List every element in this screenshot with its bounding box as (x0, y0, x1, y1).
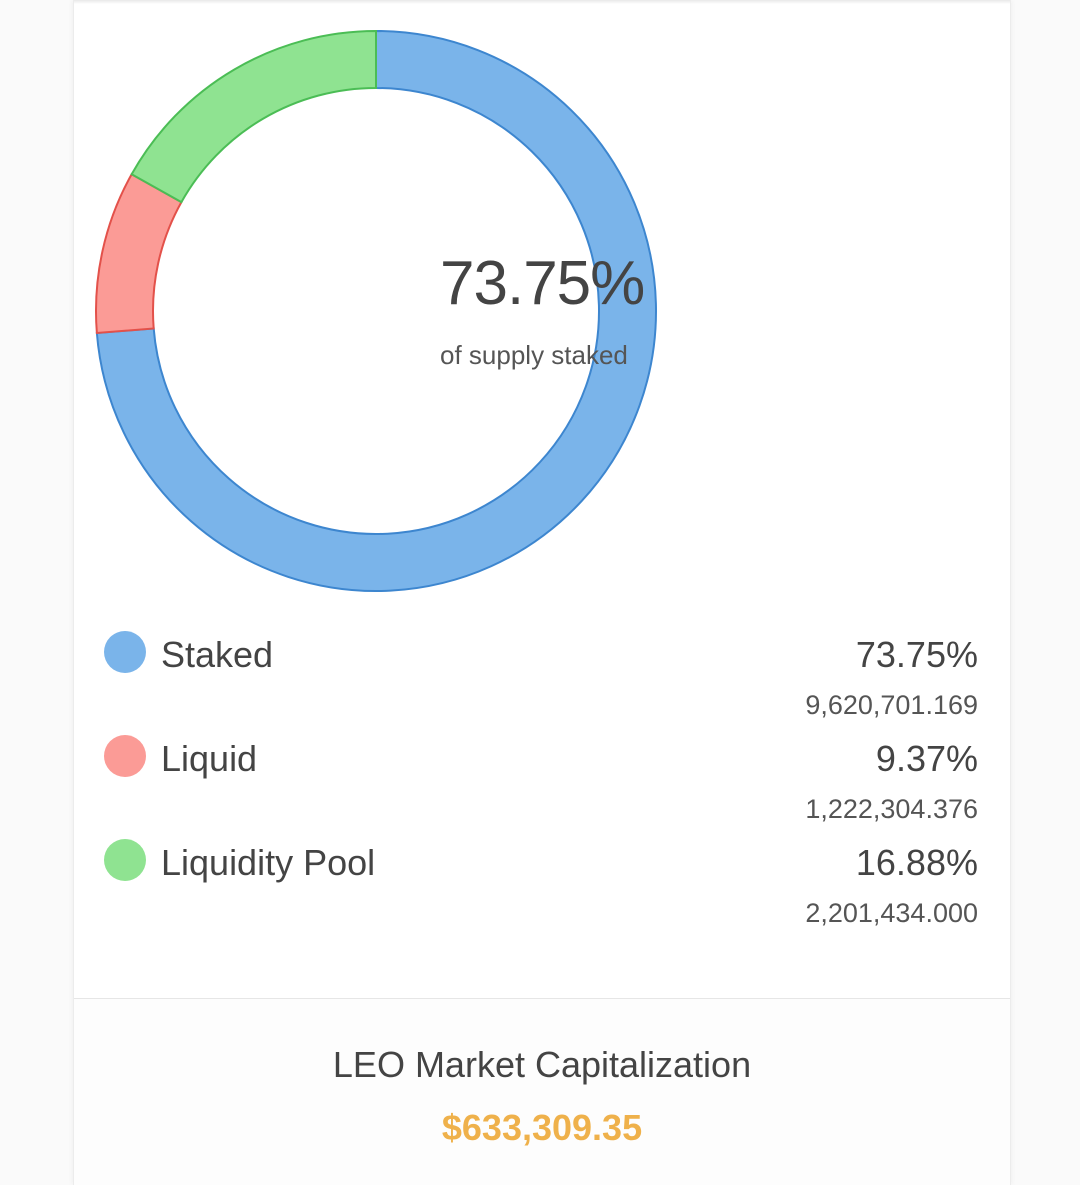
legend-dot (104, 631, 146, 673)
legend-amount: 2,201,434.000 (805, 898, 978, 928)
legend-label: Liquid (161, 738, 258, 779)
legend-percent: 73.75% (855, 634, 978, 675)
legend-label: Liquidity Pool (161, 842, 376, 883)
card-top-edge (74, 0, 1010, 4)
slice-liquid[interactable] (95, 172, 183, 335)
chart-legend: Staked 73.75% 9,620,701.169 Liquid 9.37%… (104, 628, 978, 940)
legend-item-liquidity-pool[interactable]: Liquidity Pool 16.88% 2,201,434.000 (104, 836, 978, 940)
supply-card: 73.75% of supply staked Staked 73.75% 9,… (73, 0, 1011, 1185)
legend-item-liquid[interactable]: Liquid 9.37% 1,222,304.376 (104, 732, 978, 836)
slice-liquidity-pool[interactable] (130, 29, 377, 204)
chart-center-caption: of supply staked (440, 340, 628, 370)
chart-center-value: 73.75% (440, 249, 645, 318)
market-cap-section: LEO Market Capitalization $633,309.35 (74, 999, 1010, 1185)
slice-staked[interactable] (95, 29, 657, 592)
section-divider (74, 998, 1010, 999)
legend-amount: 1,222,304.376 (805, 794, 978, 824)
supply-doughnut-chart (95, 29, 657, 592)
market-cap-value: $633,309.35 (441, 1107, 643, 1148)
legend-item-staked[interactable]: Staked 73.75% 9,620,701.169 (104, 628, 978, 732)
legend-amount: 9,620,701.169 (805, 690, 978, 720)
legend-label: Staked (161, 634, 274, 675)
legend-percent: 16.88% (855, 842, 978, 883)
legend-dot (104, 839, 146, 881)
market-cap-label: LEO Market Capitalization (332, 1044, 752, 1085)
legend-percent: 9.37% (875, 738, 978, 779)
legend-dot (104, 735, 146, 777)
